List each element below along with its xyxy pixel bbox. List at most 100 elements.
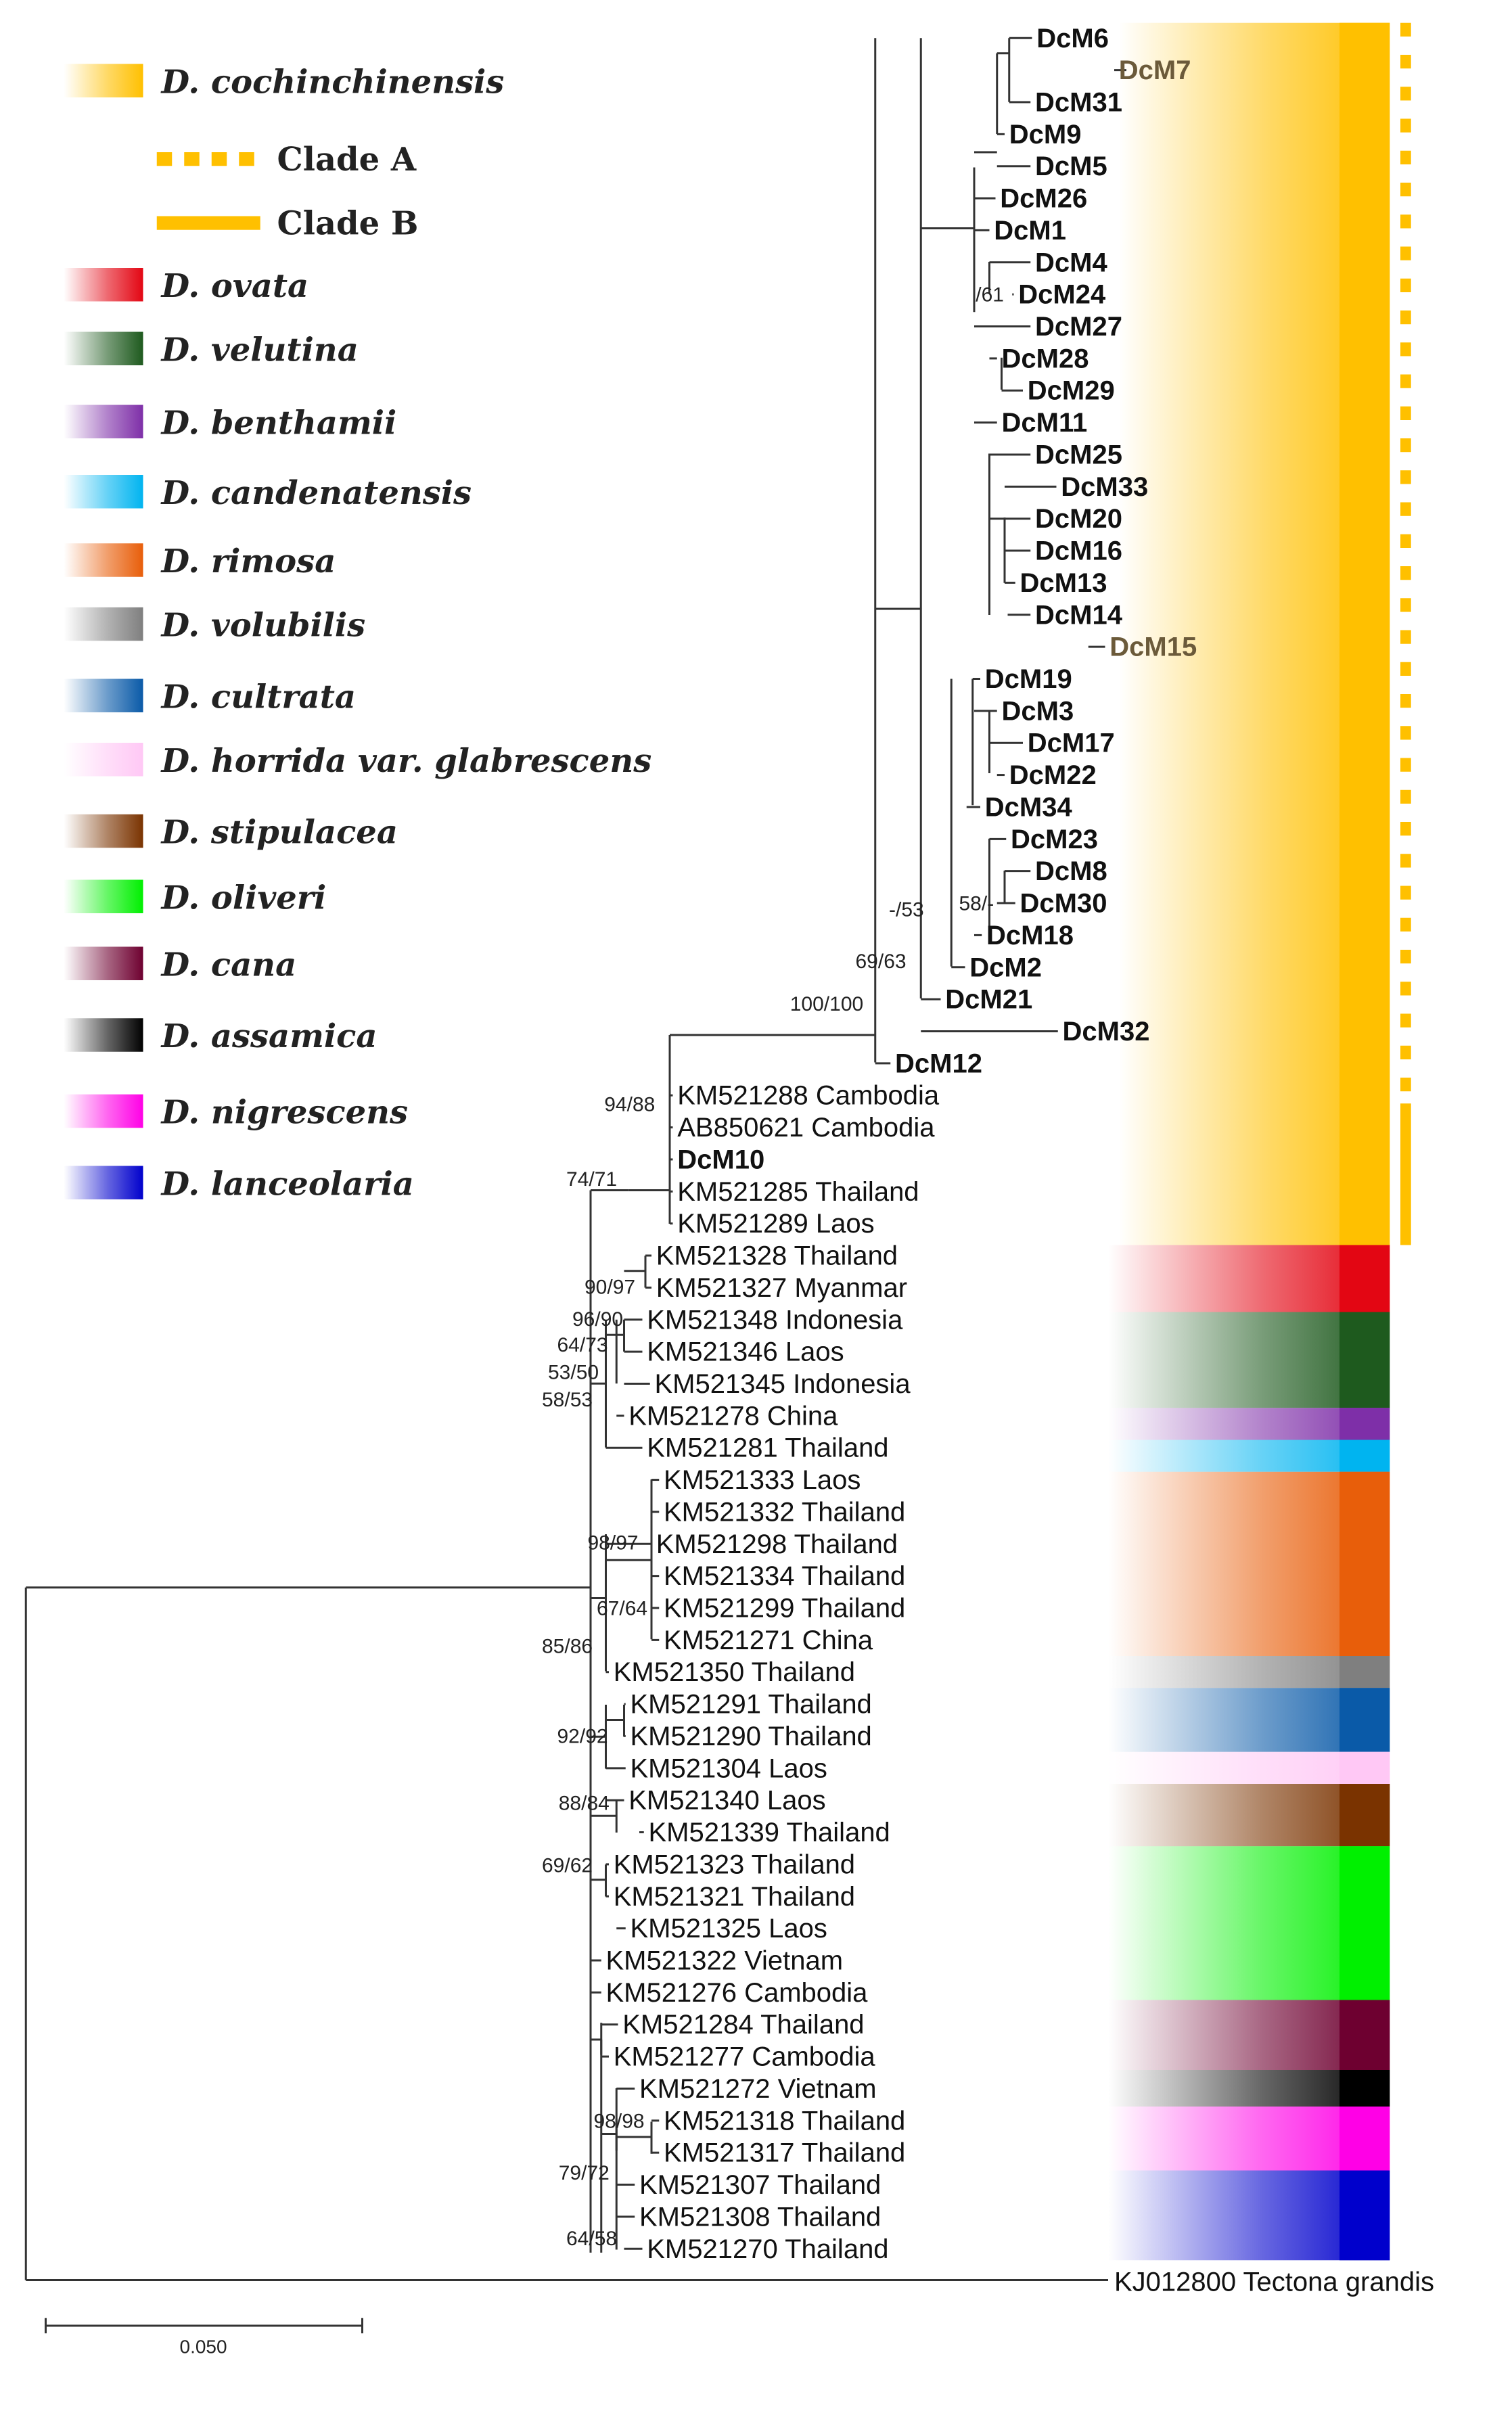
tip-label: KM521318 Thailand xyxy=(664,2106,905,2136)
clade-a-dash xyxy=(1400,438,1411,453)
tip-label: DcM16 xyxy=(1035,536,1122,566)
tip-label: KM521284 Thailand xyxy=(622,2010,864,2040)
legend-label: D. cochinchinensis xyxy=(160,63,505,101)
support-values: /61 -/53 58/- 69/63 100/100 94/88 74/71 90/97 96… xyxy=(542,284,1004,2250)
tip-label: KM521322 Vietnam xyxy=(606,1946,844,1976)
tip-label: KM521327 Myanmar xyxy=(656,1273,907,1303)
legend-label: D. nigrescens xyxy=(160,1094,409,1132)
tip-label: DcM31 xyxy=(1035,87,1122,117)
legend-label: D. benthamii xyxy=(160,404,397,442)
clade-a-dash xyxy=(1400,1078,1411,1092)
tip-label: KM521333 Laos xyxy=(664,1465,861,1495)
species-band-solid xyxy=(1339,2107,1390,2171)
support-value: 64/73 xyxy=(557,1334,608,1356)
tip-label: DcM14 xyxy=(1035,600,1123,630)
tip-label: KM521328 Thailand xyxy=(656,1241,898,1271)
tip-label: DcM27 xyxy=(1035,312,1122,342)
clade-a-dash xyxy=(1400,55,1411,69)
tip-label: KM521345 Indonesia xyxy=(655,1369,911,1399)
tip-label: KM521288 Cambodia xyxy=(677,1081,940,1111)
tip-label: DcM10 xyxy=(677,1145,764,1174)
species-band-solid xyxy=(1339,1751,1390,1784)
outgroup-label: KJ012800 Tectona grandis xyxy=(1114,2267,1434,2297)
legend-swatch xyxy=(64,1094,143,1128)
clade-a-dash xyxy=(1400,886,1411,900)
legend-swatch xyxy=(64,543,143,577)
tip-label: KM521276 Cambodia xyxy=(606,1978,869,2008)
tip-label: KM521339 Thailand xyxy=(649,1818,890,1847)
species-color-bands xyxy=(1108,22,1390,2261)
support-value: 53/50 xyxy=(548,1362,599,1384)
support-value: 79/72 xyxy=(559,2162,610,2184)
legend-swatch xyxy=(64,1018,143,1052)
support-value: 69/62 xyxy=(542,1855,593,1877)
scale-bar-label: 0.050 xyxy=(180,2337,227,2358)
tip-label: DcM5 xyxy=(1035,152,1107,181)
support-value: 67/64 xyxy=(597,1597,647,1619)
tip-label: KM521271 China xyxy=(664,1626,873,1655)
support-value: 64/58 xyxy=(566,2228,617,2250)
tip-label: KM521332 Thailand xyxy=(664,1497,905,1527)
tip-labels: DcM6DcM7DcM31DcM9DcM5DcM26DcM1DcM4DcM24D… xyxy=(606,24,1434,2297)
tip-label: DcM26 xyxy=(1000,184,1087,214)
clade-a-dash xyxy=(1400,822,1411,836)
clade-a-dash xyxy=(1400,310,1411,325)
species-band-solid xyxy=(1339,2170,1390,2261)
support-value: 92/92 xyxy=(557,1725,608,1747)
support-value: 94/88 xyxy=(604,1094,655,1116)
species-band-solid xyxy=(1339,1471,1390,1656)
tip-label: DcM34 xyxy=(985,792,1073,822)
legend-clade-a-dash xyxy=(239,152,254,166)
clade-a-dash xyxy=(1400,726,1411,740)
tip-label: KM521281 Thailand xyxy=(647,1433,888,1463)
legend-label: D. assamica xyxy=(160,1017,377,1055)
tip-label: KM521278 China xyxy=(628,1401,838,1431)
clade-a-dash xyxy=(1400,87,1411,101)
tip-label: KM521277 Cambodia xyxy=(614,2042,876,2072)
legend-swatch xyxy=(64,405,143,438)
tip-label: KM521298 Thailand xyxy=(656,1530,898,1559)
tip-label: KM521325 Laos xyxy=(631,1914,827,1944)
tip-label: DcM7 xyxy=(1119,55,1191,85)
tip-label: DcM13 xyxy=(1020,568,1107,598)
tip-label: KM521272 Vietnam xyxy=(639,2074,877,2104)
legend-clade-b-line xyxy=(156,216,260,230)
tip-label: DcM2 xyxy=(969,952,1042,982)
tip-label: KM521348 Indonesia xyxy=(647,1305,903,1335)
support-value: 58/- xyxy=(959,893,994,915)
legend-swatch xyxy=(64,814,143,848)
legend-label: D. ovata xyxy=(160,267,309,305)
legend-label: D. stipulacea xyxy=(160,814,398,852)
tip-label: DcM30 xyxy=(1020,889,1107,919)
support-value: 69/63 xyxy=(856,950,907,973)
legend-swatch xyxy=(64,331,143,365)
tip-label: KM521307 Thailand xyxy=(639,2170,881,2200)
legend-label: D. oliveri xyxy=(160,879,327,917)
clade-a-dash xyxy=(1400,662,1411,676)
clade-a-dash xyxy=(1400,854,1411,868)
tip-label: KM521291 Thailand xyxy=(631,1690,872,1720)
legend-label: D. cultrata xyxy=(160,678,357,716)
tip-label: DcM1 xyxy=(994,216,1066,246)
legend-swatch xyxy=(64,475,143,509)
tip-label: KM521321 Thailand xyxy=(614,1882,855,1912)
support-value: 88/84 xyxy=(559,1792,610,1814)
support-value: 85/86 xyxy=(542,1636,593,1658)
clade-a-dash xyxy=(1400,598,1411,612)
legend-clade-a: Clade A xyxy=(277,141,417,179)
support-value: -/53 xyxy=(889,899,924,921)
legend-label: D. velutina xyxy=(160,331,359,369)
support-value: /61 xyxy=(976,284,1004,306)
clade-a-dash xyxy=(1400,534,1411,548)
tip-label: KM521350 Thailand xyxy=(614,1657,855,1687)
tip-label: DcM32 xyxy=(1063,1017,1150,1046)
support-value: 96/90 xyxy=(572,1308,623,1331)
tip-label: DcM8 xyxy=(1035,856,1107,886)
clade-a-dash xyxy=(1400,470,1411,484)
legend-swatch xyxy=(64,678,143,712)
tip-label: DcM28 xyxy=(1002,344,1089,373)
tree-branches xyxy=(24,37,1126,2281)
support-value: 58/53 xyxy=(542,1389,593,1411)
clade-a-dash xyxy=(1400,630,1411,644)
legend-label: D. volubilis xyxy=(160,607,366,645)
